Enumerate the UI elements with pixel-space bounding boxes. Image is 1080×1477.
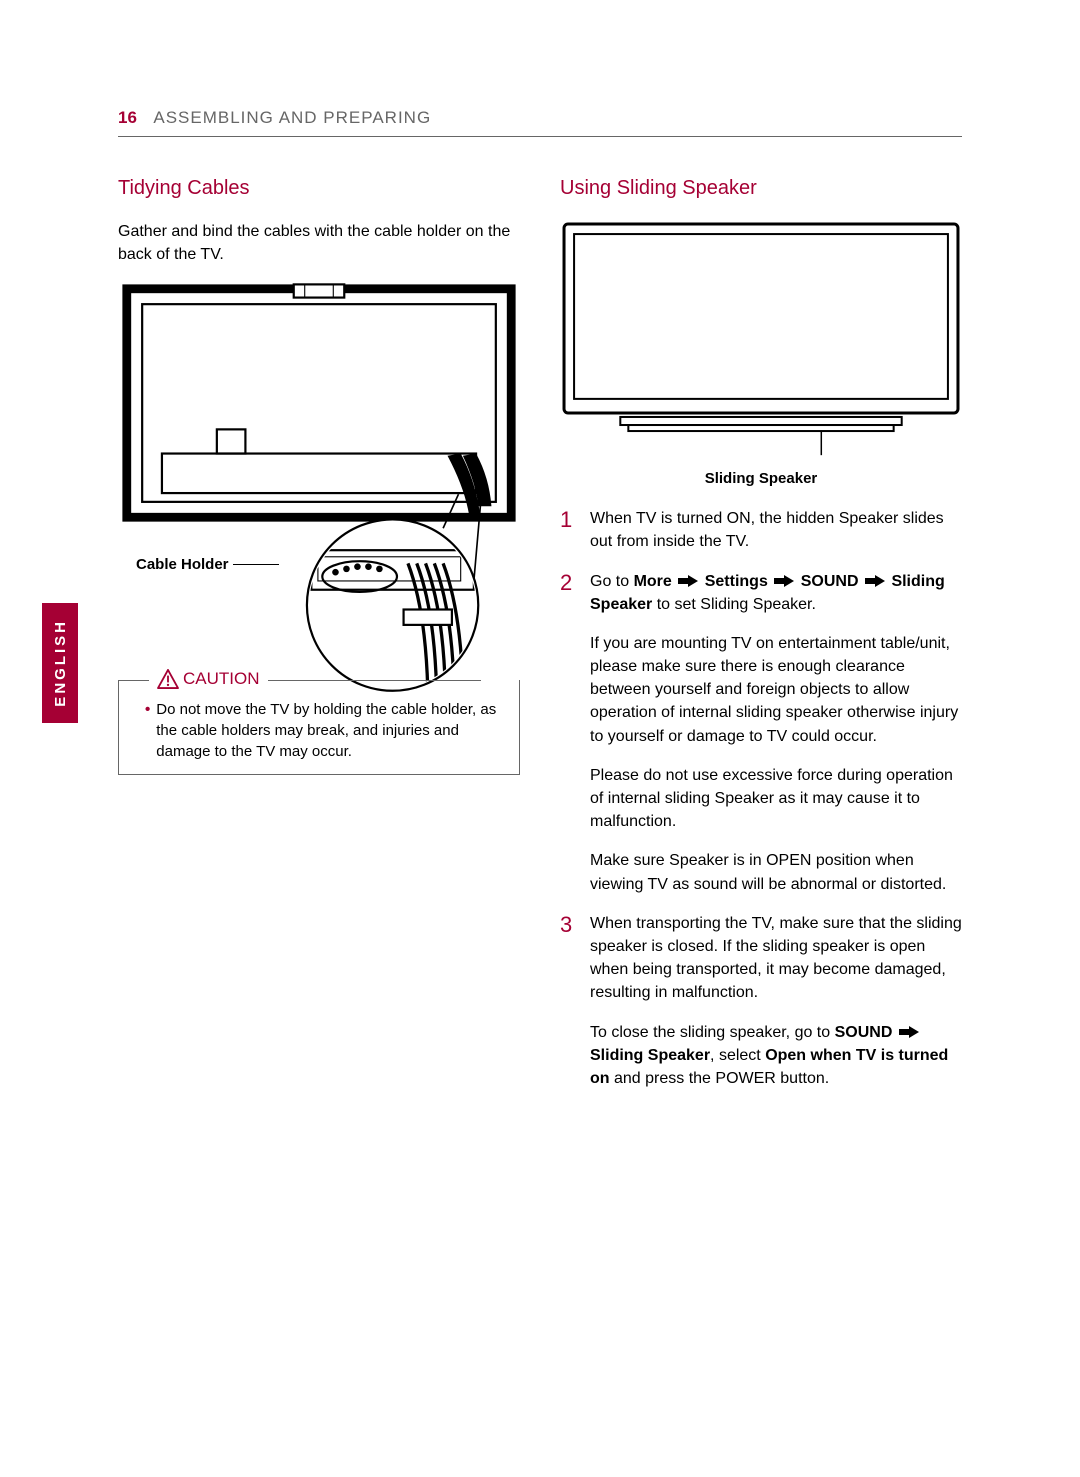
step-body: Go to More Settings SOUND Sliding Speake… bbox=[590, 570, 962, 896]
section-title: ASSEMBLING AND PREPARING bbox=[153, 108, 431, 127]
text-run: to set Sliding Speaker. bbox=[652, 596, 816, 613]
step-body: When TV is turned ON, the hidden Speaker… bbox=[590, 507, 962, 553]
caution-triangle-icon bbox=[157, 669, 179, 689]
bold-text: Sliding Speaker bbox=[590, 1047, 710, 1064]
cable-holder-svg bbox=[118, 280, 520, 697]
text-run: If you are mounting TV on entertainment … bbox=[590, 635, 958, 745]
two-column-layout: Tidying Cables Gather and bind the cable… bbox=[118, 177, 962, 1106]
text-run: When transporting the TV, make sure that… bbox=[590, 915, 962, 1002]
text-run: Please do not use excessive force during… bbox=[590, 767, 953, 830]
arrow-right-icon bbox=[865, 575, 885, 587]
bold-text: SOUND bbox=[801, 573, 859, 590]
step-number: 3 bbox=[560, 912, 576, 1090]
caution-title-text: CAUTION bbox=[183, 669, 260, 689]
step-item: 2 Go to More Settings SOUND Sliding Speak… bbox=[560, 570, 962, 896]
page-header: 16 ASSEMBLING AND PREPARING bbox=[118, 108, 962, 137]
sliding-speaker-heading: Using Sliding Speaker bbox=[560, 177, 962, 200]
step-paragraph: If you are mounting TV on entertainment … bbox=[590, 632, 962, 748]
step-paragraph: To close the sliding speaker, go to SOUN… bbox=[590, 1021, 962, 1091]
step-paragraph: Go to More Settings SOUND Sliding Speake… bbox=[590, 570, 962, 616]
sliding-speaker-caption: Sliding Speaker bbox=[560, 470, 962, 487]
sliding-speaker-diagram: Sliding Speaker bbox=[560, 220, 962, 487]
text-run: To close the sliding speaker, go to bbox=[590, 1024, 835, 1041]
arrow-right-icon bbox=[899, 1026, 919, 1038]
steps-list: 1 When TV is turned ON, the hidden Speake… bbox=[560, 507, 962, 1090]
tidying-cables-intro: Gather and bind the cables with the cabl… bbox=[118, 220, 520, 266]
step-paragraph: Please do not use excessive force during… bbox=[590, 764, 962, 834]
bold-text: More bbox=[634, 573, 672, 590]
caution-text: Do not move the TV by holding the cable … bbox=[156, 699, 505, 762]
cable-holder-diagram: Cable Holder bbox=[118, 280, 520, 660]
caution-title: CAUTION bbox=[149, 669, 268, 689]
cable-holder-leader-line bbox=[233, 564, 279, 565]
page-number: 16 bbox=[118, 108, 137, 127]
page-content: 16 ASSEMBLING AND PREPARING Tidying Cabl… bbox=[0, 0, 1080, 1166]
tidying-cables-heading: Tidying Cables bbox=[118, 177, 520, 200]
caution-title-gap bbox=[481, 669, 519, 683]
text-run: Make sure Speaker is in OPEN position wh… bbox=[590, 852, 946, 892]
sliding-speaker-svg bbox=[560, 220, 962, 457]
text-run: , select bbox=[710, 1047, 765, 1064]
step-paragraph: When TV is turned ON, the hidden Speaker… bbox=[590, 507, 962, 553]
step-number: 2 bbox=[560, 570, 576, 896]
caution-body: • Do not move the TV by holding the cabl… bbox=[133, 699, 505, 762]
left-column: Tidying Cables Gather and bind the cable… bbox=[118, 177, 520, 1106]
step-paragraph: When transporting the TV, make sure that… bbox=[590, 912, 962, 1005]
text-run: and press the POWER button. bbox=[610, 1070, 830, 1087]
step-body: When transporting the TV, make sure that… bbox=[590, 912, 962, 1090]
arrow-right-icon bbox=[774, 575, 794, 587]
step-item: 1 When TV is turned ON, the hidden Speake… bbox=[560, 507, 962, 553]
cable-holder-label-wrap: Cable Holder bbox=[136, 556, 279, 573]
step-number: 1 bbox=[560, 507, 576, 553]
right-column: Using Sliding Speaker Sliding Speaker 1W… bbox=[560, 177, 962, 1106]
bullet-icon: • bbox=[145, 699, 150, 762]
text-run: Go to bbox=[590, 573, 634, 590]
step-paragraph: Make sure Speaker is in OPEN position wh… bbox=[590, 849, 962, 895]
step-item: 3When transporting the TV, make sure tha… bbox=[560, 912, 962, 1090]
cable-holder-label: Cable Holder bbox=[136, 556, 229, 573]
caution-box: CAUTION • Do not move the TV by holding … bbox=[118, 680, 520, 775]
text-run: When TV is turned ON, the hidden Speaker… bbox=[590, 510, 944, 550]
bold-text: Settings bbox=[705, 573, 768, 590]
bold-text: SOUND bbox=[835, 1024, 897, 1041]
arrow-right-icon bbox=[678, 575, 698, 587]
